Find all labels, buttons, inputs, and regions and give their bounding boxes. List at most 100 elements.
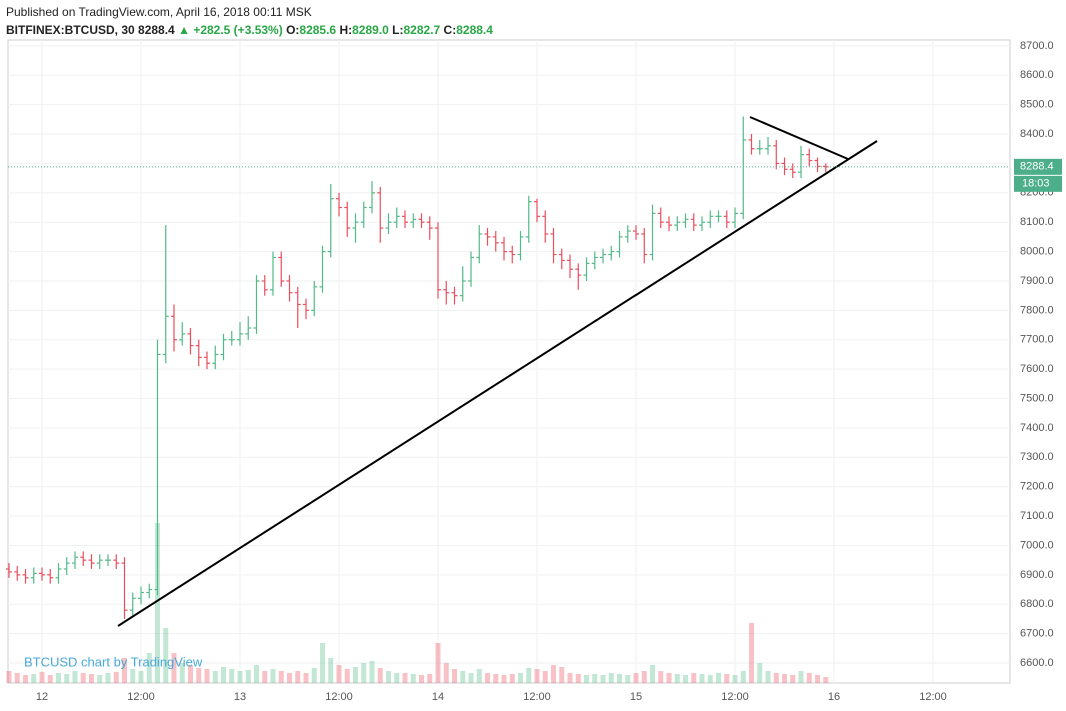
volume-bar <box>567 673 573 683</box>
volume-bar <box>39 672 45 683</box>
volume-bar <box>699 674 705 683</box>
y-tick-label: 8000.0 <box>1020 245 1054 257</box>
volume-bar <box>369 661 375 683</box>
volume-bar <box>344 669 350 683</box>
volume-bar <box>22 675 28 683</box>
volume-bar <box>476 669 482 683</box>
volume-bar <box>47 675 53 683</box>
volume-bar <box>633 673 639 683</box>
volume-bar <box>179 663 185 683</box>
countdown-box <box>1014 175 1062 192</box>
y-tick-label: 6600.0 <box>1020 657 1054 669</box>
volume-bar <box>88 674 94 683</box>
h: 8289.0 <box>352 23 389 37</box>
volume-bar <box>14 673 20 683</box>
volume-bar <box>790 675 796 683</box>
y-tick-label: 7900.0 <box>1020 275 1054 287</box>
plot-frame <box>7 39 1011 684</box>
x-tick-label: 13 <box>234 691 246 703</box>
x-tick-label: 12:00 <box>523 691 551 703</box>
volume-bar <box>113 672 119 683</box>
l-label: L: <box>392 23 404 37</box>
x-tick-label: 12:00 <box>919 691 947 703</box>
volume-bar <box>64 674 70 683</box>
volume-bar <box>353 667 359 683</box>
y-tick-label: 7800.0 <box>1020 304 1054 316</box>
volume-bar <box>80 673 86 683</box>
y-tick-label: 7300.0 <box>1020 451 1054 463</box>
volume-bar <box>542 671 548 683</box>
volume-bar <box>402 673 408 683</box>
volume-bar <box>427 674 433 683</box>
y-tick-label: 6700.0 <box>1020 628 1054 640</box>
volume-bar <box>650 665 656 683</box>
volume-bar <box>262 671 268 683</box>
y-tick-label: 8100.0 <box>1020 216 1054 228</box>
volume-bar <box>551 665 557 683</box>
volume-bar <box>72 671 78 683</box>
volume-bar <box>303 673 309 683</box>
volume-bar <box>592 674 598 683</box>
volume-bar <box>806 673 812 683</box>
volume-bar <box>509 674 515 683</box>
volume-bar <box>328 658 334 683</box>
volume-bar <box>138 671 144 683</box>
countdown: 18:03 <box>1022 178 1050 190</box>
volume-bar <box>130 669 136 683</box>
volume-bar <box>452 669 458 683</box>
triangle-line <box>749 116 849 160</box>
volume-bar <box>691 673 697 683</box>
volume-bar <box>97 675 103 683</box>
volume-bar <box>584 675 590 683</box>
volume-bar <box>773 673 779 683</box>
volume-bar <box>163 628 169 683</box>
volume-bar <box>468 673 474 683</box>
x-tick-label: 16 <box>828 691 840 703</box>
volume-bar <box>617 674 623 683</box>
volume-bar <box>757 663 763 683</box>
volume-bar <box>253 665 259 683</box>
y-tick-label: 7100.0 <box>1020 510 1054 522</box>
volume-bar <box>295 671 301 683</box>
volume-bar <box>212 671 218 683</box>
x-tick-label: 12:00 <box>325 691 353 703</box>
volume-bar <box>658 671 664 683</box>
volume-bar <box>534 669 540 683</box>
volume-bar <box>435 643 441 683</box>
trend-line <box>117 140 878 627</box>
volume-bar <box>146 653 152 683</box>
volume-bar <box>237 671 243 683</box>
volume-bar <box>121 658 127 683</box>
volume-bar <box>501 675 507 683</box>
volume-bar <box>732 675 738 683</box>
volume-bar <box>220 667 226 683</box>
change: +282.5 (+3.53%) <box>193 23 283 37</box>
volume-bar <box>674 674 680 683</box>
volume-bar <box>765 671 771 683</box>
volume-bar <box>6 671 12 683</box>
volume-bar <box>270 669 276 683</box>
volume-bar <box>386 671 392 683</box>
volume-bar <box>823 677 829 683</box>
volume-bar <box>683 675 689 683</box>
x-tick-label: 12 <box>36 691 48 703</box>
c: 8288.4 <box>456 23 493 37</box>
y-tick-label: 7700.0 <box>1020 334 1054 346</box>
price-bars <box>5 116 829 619</box>
price: 8288.4 <box>138 23 175 37</box>
volume-bar <box>575 674 581 683</box>
volume-bar <box>287 673 293 683</box>
volume-bar <box>518 673 524 683</box>
volume-bar <box>187 665 193 683</box>
volume-bar <box>493 674 499 683</box>
volume-bar <box>600 675 606 683</box>
y-tick-label: 7500.0 <box>1020 392 1054 404</box>
volume-bar <box>625 675 631 683</box>
y-tick-label: 8500.0 <box>1020 99 1054 111</box>
c-label: C: <box>443 23 457 37</box>
volume-bar <box>641 671 647 683</box>
y-tick-label: 8600.0 <box>1020 69 1054 81</box>
volume-bar <box>608 673 614 683</box>
